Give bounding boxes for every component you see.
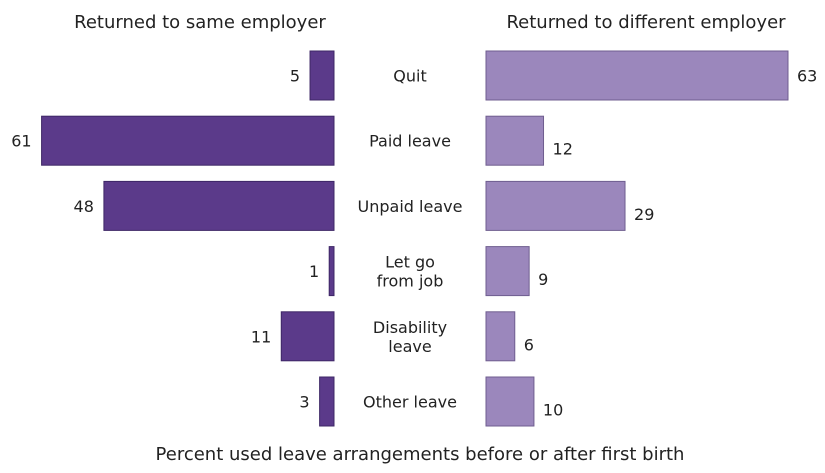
category-label: Quit bbox=[393, 67, 426, 86]
bar-different-employer bbox=[485, 376, 535, 427]
category-label-line: Disability bbox=[373, 318, 447, 337]
bar-different-employer bbox=[485, 246, 530, 297]
bar-same-employer bbox=[41, 115, 335, 166]
bar-same-employer bbox=[103, 180, 335, 231]
bar-different-employer bbox=[485, 180, 626, 231]
data-label-different-employer: 10 bbox=[543, 401, 563, 420]
data-label-same-employer: 5 bbox=[290, 67, 300, 86]
category-label-line: from job bbox=[377, 272, 444, 291]
data-label-same-employer: 61 bbox=[11, 132, 31, 151]
x-axis-label: Percent used leave arrangements before o… bbox=[156, 444, 685, 465]
category-label: Other leave bbox=[363, 393, 457, 412]
bar-same-employer bbox=[309, 50, 335, 101]
category-label-line: leave bbox=[388, 337, 431, 356]
data-label-different-employer: 6 bbox=[524, 335, 534, 354]
bar-different-employer bbox=[485, 311, 516, 362]
data-label-different-employer: 29 bbox=[634, 205, 654, 224]
data-label-different-employer: 12 bbox=[553, 140, 573, 159]
data-label-same-employer: 3 bbox=[299, 393, 309, 412]
category-labels-group: Quit Paid leave Unpaid leave Let go from job… bbox=[358, 67, 463, 412]
bar-different-employer bbox=[485, 50, 789, 101]
bar-same-employer bbox=[280, 311, 335, 362]
category-label: Let go from job bbox=[377, 253, 444, 291]
bar-different-employer bbox=[485, 115, 545, 166]
bar-same-employer bbox=[319, 376, 335, 427]
data-label-different-employer: 63 bbox=[797, 67, 817, 86]
category-label: Paid leave bbox=[369, 132, 451, 151]
data-label-same-employer: 48 bbox=[74, 197, 94, 216]
category-label: Disability leave bbox=[373, 318, 447, 356]
category-label-line: Let go bbox=[385, 253, 435, 272]
category-label: Unpaid leave bbox=[358, 197, 463, 216]
right-bars-group: 63 12 29 9 6 10 bbox=[485, 50, 817, 427]
data-label-same-employer: 11 bbox=[251, 327, 271, 346]
data-label-different-employer: 9 bbox=[538, 270, 548, 289]
bar-same-employer bbox=[328, 246, 335, 297]
data-label-same-employer: 1 bbox=[309, 262, 319, 281]
panel-title-left: Returned to same employer bbox=[74, 12, 326, 33]
panel-title-right: Returned to different employer bbox=[506, 12, 786, 33]
